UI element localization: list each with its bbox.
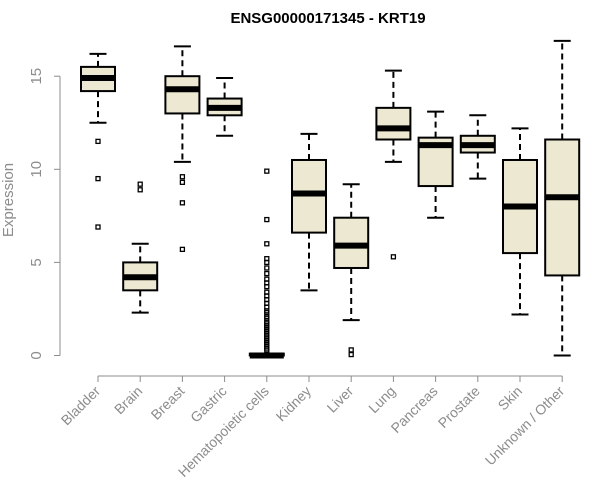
x-tick-label: Unknown / Other (482, 383, 568, 469)
box (375, 106, 412, 141)
box-group (291, 132, 327, 292)
outlier-point (264, 270, 270, 277)
box-group (502, 127, 538, 316)
x-tick-label: Liver (324, 383, 357, 416)
outlier-point (264, 283, 270, 290)
x-tick-label: Bladder (58, 383, 104, 429)
y-tick-label: 0 (28, 351, 45, 359)
box-group (459, 114, 496, 180)
outlier-point (179, 179, 186, 185)
x-tick-label: Brain (111, 383, 145, 417)
y-tick-label: 10 (28, 161, 45, 178)
box-group (375, 69, 412, 260)
outlier-point (264, 168, 270, 174)
outlier-point (137, 187, 143, 193)
outlier-point (179, 200, 186, 206)
box (164, 75, 201, 115)
x-tick-label: Pancreas (388, 383, 441, 436)
outlier-point (390, 254, 397, 260)
outlier-point (264, 265, 270, 271)
plot-area (80, 39, 581, 359)
box-group (544, 39, 581, 357)
outlier-point (264, 216, 270, 223)
outlier-point (264, 347, 270, 353)
outlier-point (264, 241, 270, 247)
x-tick-label: Kidney (273, 383, 315, 425)
outlier-point (95, 138, 101, 145)
box-group (248, 168, 285, 359)
x-tick-label: Skin (495, 383, 526, 414)
y-tick-label: 5 (28, 258, 45, 266)
box-group (206, 77, 243, 137)
outlier-point (348, 351, 354, 358)
outlier-point (137, 181, 143, 187)
box-group (333, 183, 370, 358)
outlier-point (179, 174, 186, 180)
outlier-point (179, 246, 186, 253)
x-tick-label: Lung (365, 383, 398, 416)
box-group (164, 45, 201, 253)
box-group (417, 110, 454, 219)
x-tick-label: Prostate (435, 383, 483, 431)
y-axis-label: Expression (0, 163, 17, 237)
box (544, 138, 581, 277)
y-tick-label: 15 (28, 68, 45, 85)
outlier-point (348, 347, 354, 353)
chart-title: ENSG00000171345 - KRT19 (230, 10, 425, 27)
y-axis: 0 5 10 15 (28, 68, 61, 360)
box-group (122, 181, 159, 314)
outlier-point (95, 175, 101, 182)
outlier-point (95, 224, 101, 230)
box-group (80, 52, 116, 230)
outlier-point (264, 259, 270, 266)
x-tick-label: Breast (148, 383, 188, 423)
